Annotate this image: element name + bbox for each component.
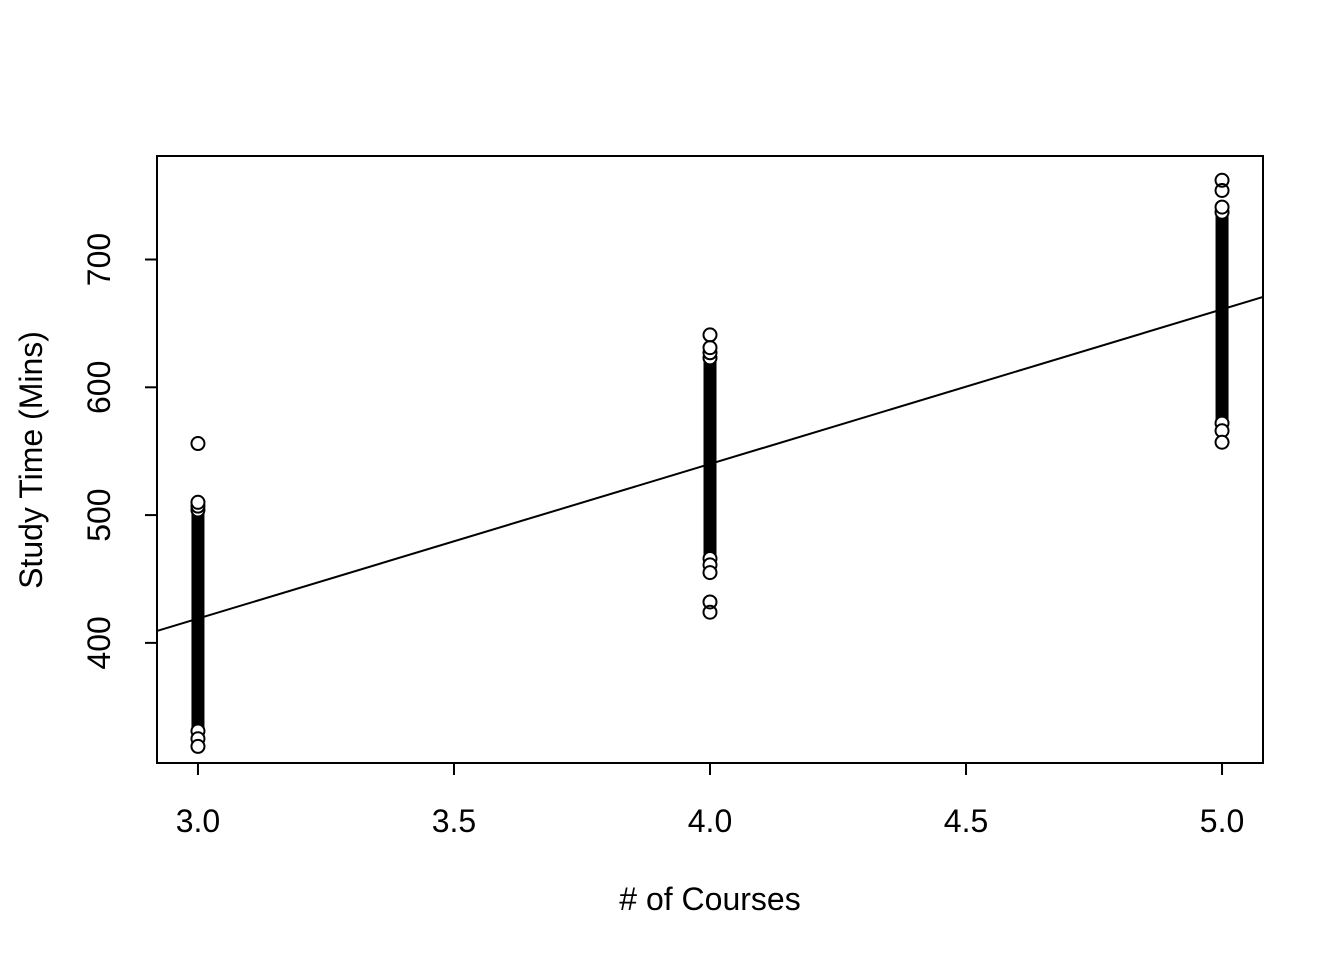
y-tick-label: 700 (81, 233, 117, 286)
y-tick-label: 500 (81, 488, 117, 541)
data-point-ring (190, 738, 206, 754)
plot-content: 3.0 3.5 4.0 4.5 5.0 400 500 600 700 (81, 155, 1264, 839)
data-point-ring (702, 340, 718, 356)
x-tick-label: 3.5 (432, 803, 476, 839)
x-tick-label: 5.0 (1200, 803, 1244, 839)
data-point (1214, 183, 1230, 199)
x-axis-title: # of Courses (619, 881, 800, 917)
x-tick-label: 3.0 (176, 803, 220, 839)
data-point (190, 436, 206, 452)
x-tick-label: 4.5 (944, 803, 988, 839)
data-point-ring (190, 494, 206, 510)
data-point-ring (1214, 199, 1230, 215)
y-tick-label: 400 (81, 616, 117, 669)
data-point-ring (1214, 434, 1230, 450)
data-point-ring (702, 565, 718, 581)
y-tick-label: 600 (81, 361, 117, 414)
data-point (702, 327, 718, 343)
data-point (1214, 172, 1230, 188)
y-axis-title: Study Time (Mins) (13, 331, 49, 589)
data-point (702, 594, 718, 610)
x-tick-label: 4.0 (688, 803, 732, 839)
data-point (702, 604, 718, 620)
